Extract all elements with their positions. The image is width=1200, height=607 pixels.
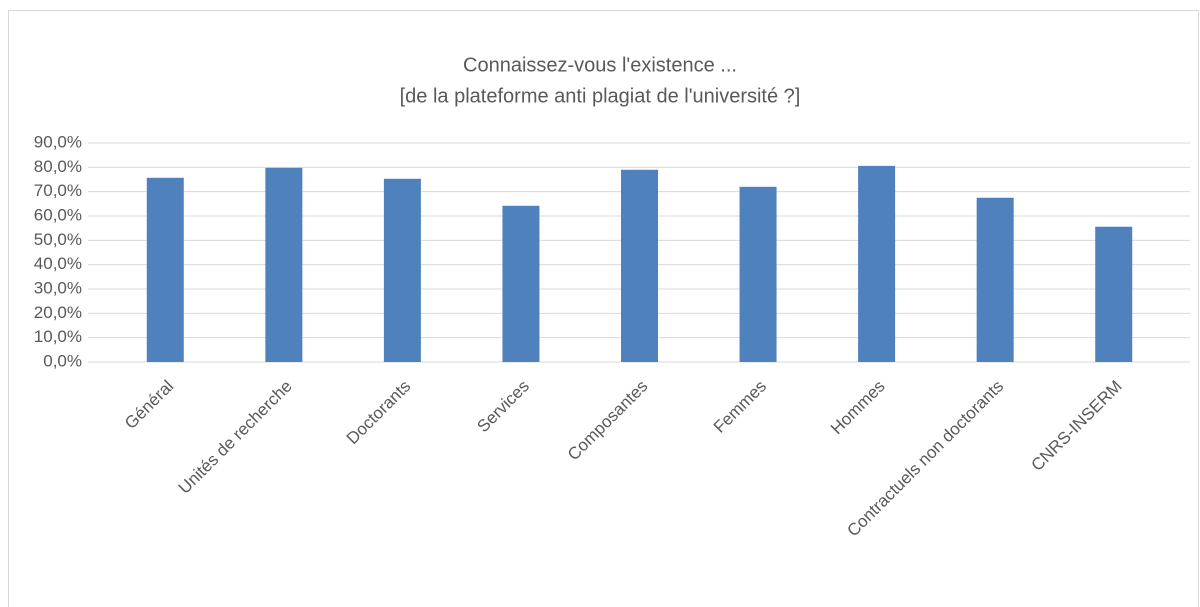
y-tick-label: 0,0% [43,351,82,370]
bar [146,177,184,362]
y-tick-label: 90,0% [34,132,82,151]
y-tick-label: 20,0% [34,303,82,322]
y-tick-label: 60,0% [34,205,82,224]
y-tick-label: 10,0% [34,327,82,346]
bar [858,165,896,362]
bar [739,186,777,362]
y-tick-label: 50,0% [34,230,82,249]
bar [265,167,303,362]
chart-title: [de la plateforme anti plagiat de l'univ… [400,85,801,107]
y-tick-label: 40,0% [34,254,82,273]
bar [383,178,421,362]
y-tick-label: 30,0% [34,278,82,297]
y-tick-label: 80,0% [34,157,82,176]
chart-title: Connaissez-vous l'existence ... [463,54,737,76]
bar [502,205,540,362]
bar [1095,226,1133,362]
bar [621,169,658,362]
y-tick-label: 70,0% [34,181,82,200]
bar [976,197,1014,362]
